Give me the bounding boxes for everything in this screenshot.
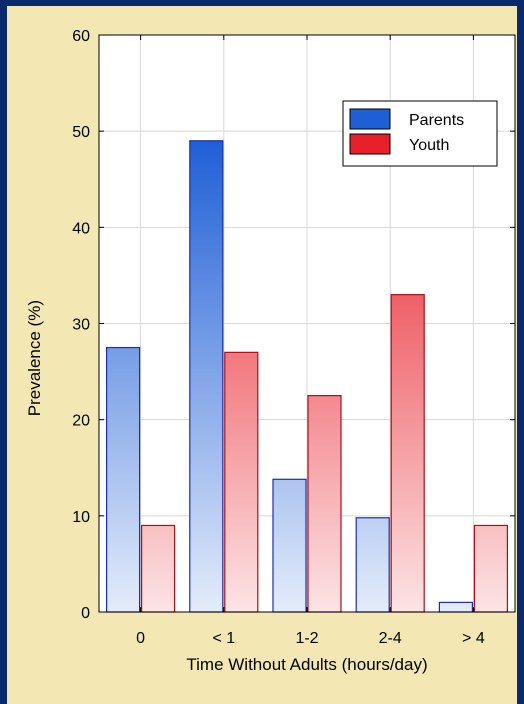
y-tick-label: 10 [72, 509, 90, 526]
legend-swatch-parents [349, 108, 391, 130]
x-tick-label: 0 [136, 630, 145, 647]
x-tick-labels: 0 < 1 1-2 2-4 > 4 [136, 630, 485, 647]
y-tick-label: 40 [72, 220, 90, 237]
y-tick-label: 60 [72, 28, 90, 45]
bar-parents [272, 478, 307, 613]
y-tick-label: 50 [72, 124, 90, 141]
x-tick-label: 1-2 [295, 630, 318, 647]
bar-youth [390, 294, 425, 613]
x-tick-label: 2-4 [379, 630, 402, 647]
bar-parents [105, 346, 141, 613]
bar-parents [438, 601, 473, 613]
bars [105, 140, 508, 613]
bar-youth [307, 395, 342, 613]
grid-lines [99, 35, 515, 612]
y-tick-labels: 0 10 20 30 40 50 60 [72, 28, 90, 622]
x-tick-label: < 1 [212, 630, 235, 647]
x-axis-title: Time Without Adults (hours/day) [186, 655, 427, 674]
y-tick-label: 0 [81, 605, 90, 622]
y-axis-title: Prevalence (%) [25, 300, 44, 416]
legend-label-parents: Parents [409, 112, 464, 129]
bar-youth [141, 524, 176, 613]
x-tick-label: > 4 [462, 630, 485, 647]
bar-parents [355, 517, 390, 613]
bar-youth [224, 351, 259, 613]
y-tick-label: 30 [72, 317, 90, 334]
y-tick-label: 20 [72, 413, 90, 430]
legend: Parents Youth [342, 100, 498, 167]
axis-ticks [99, 34, 515, 613]
bar-youth [473, 524, 508, 613]
bar-parents [189, 140, 224, 613]
legend-swatch-youth [349, 133, 391, 155]
legend-label-youth: Youth [409, 137, 449, 154]
